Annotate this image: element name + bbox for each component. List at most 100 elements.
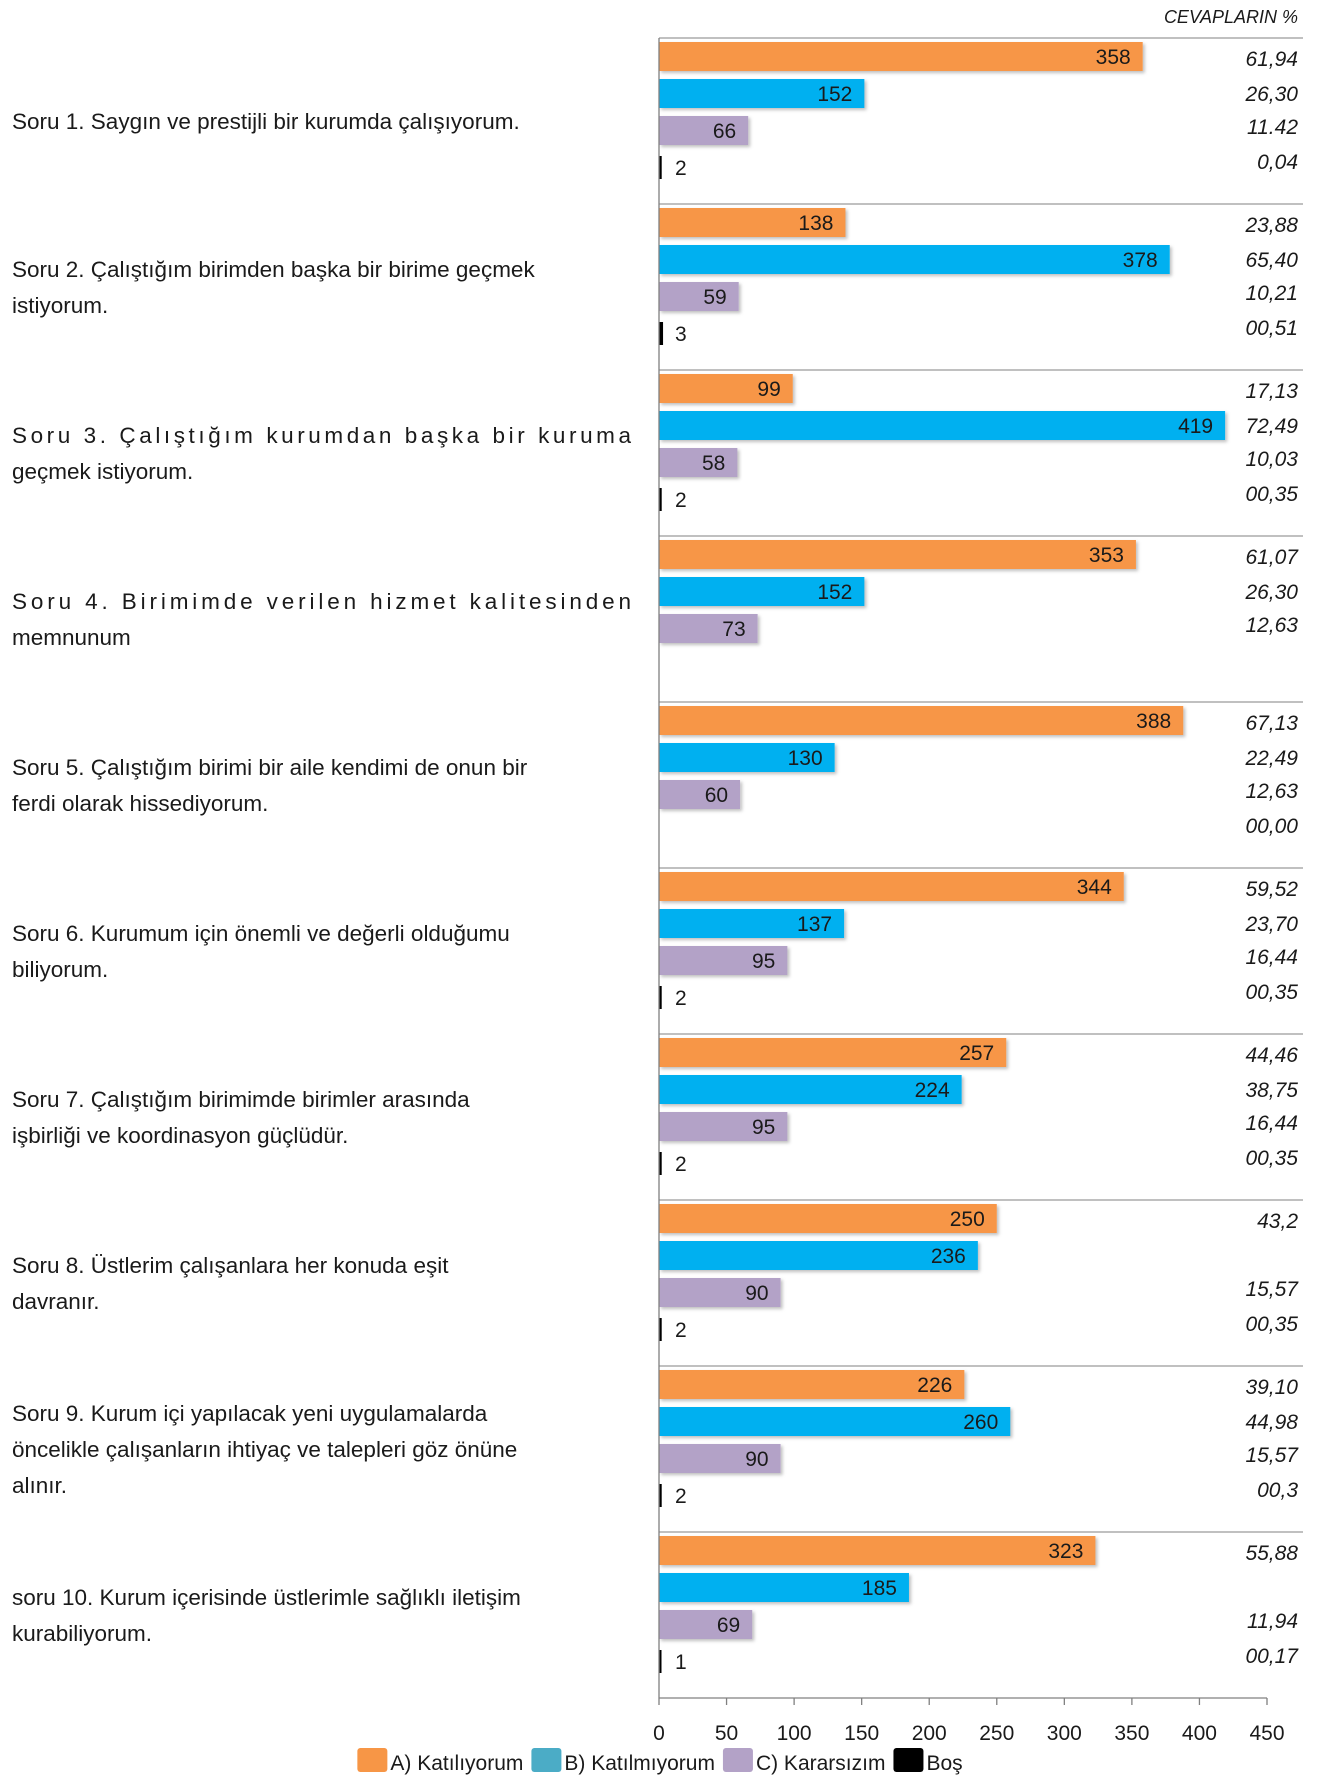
bar-agree: [659, 706, 1184, 735]
bar-value-label: 257: [959, 1042, 994, 1065]
percent-label: 16,44: [1245, 946, 1298, 969]
percent-label: 00,17: [1245, 1645, 1299, 1668]
bar-agree: [659, 208, 846, 237]
percent-label: 12,63: [1245, 780, 1298, 803]
bar-disagree: [659, 1241, 978, 1270]
question-label: davranır.: [12, 1289, 100, 1314]
bar-undecided: [659, 116, 749, 145]
percent-column-header: CEVAPLARIN %: [1164, 7, 1298, 27]
x-tick-label: 100: [777, 1722, 812, 1745]
legend-label: C) Kararsızım: [756, 1752, 886, 1775]
bar-value-label: 419: [1178, 415, 1213, 438]
bar-disagree: [659, 1573, 909, 1602]
percent-label: 23,70: [1244, 913, 1298, 936]
question-label: işbirliği ve koordinasyon güçlüdür.: [12, 1123, 348, 1148]
bar-disagree: [659, 909, 845, 938]
bar-value-label: 226: [917, 1374, 952, 1397]
bar-agree: [659, 540, 1136, 569]
bar-agree: [659, 1370, 965, 1399]
question-group: Soru 8. Üstlerim çalışanlara her konuda …: [12, 1199, 1303, 1342]
bar-value-label: 152: [817, 83, 852, 106]
legend-label: B) Katılmıyorum: [564, 1752, 715, 1775]
percent-label: 0,04: [1257, 151, 1298, 174]
legend-swatch: [531, 1748, 562, 1772]
question-label: Soru 9. Kurum içi yapılacak yeni uygulam…: [12, 1401, 488, 1426]
percent-label: 61,94: [1245, 48, 1298, 71]
bar-value-label: 250: [950, 1208, 985, 1231]
bar-value-label: 58: [702, 452, 725, 475]
bar-empty: [659, 488, 662, 511]
x-tick-label: 50: [715, 1722, 738, 1745]
percent-label: 26,30: [1244, 83, 1298, 106]
percent-label: 17,13: [1245, 380, 1298, 403]
percent-label: 00,3: [1257, 1479, 1298, 1502]
bar-disagree: [659, 411, 1226, 440]
question-group: Soru 6. Kurumum için önemli ve değerli o…: [12, 867, 1303, 1010]
bar-undecided: [659, 282, 739, 311]
percent-label: 44,46: [1245, 1044, 1298, 1067]
x-tick-label: 450: [1249, 1722, 1284, 1745]
bar-agree: [659, 1038, 1007, 1067]
bar-disagree: [659, 1075, 962, 1104]
x-tick-label: 400: [1182, 1722, 1217, 1745]
bar-agree: [659, 42, 1143, 71]
bar-disagree: [659, 577, 865, 606]
question-label: soru 10. Kurum içerisinde üstlerimle sağ…: [12, 1585, 521, 1610]
bar-empty: [659, 1318, 662, 1341]
bar-agree: [659, 374, 793, 403]
percent-label: 23,88: [1244, 214, 1298, 237]
question-label: Soru 1. Saygın ve prestijli bir kurumda …: [12, 109, 520, 134]
legend-swatch: [357, 1748, 388, 1772]
percent-label: 15,57: [1245, 1278, 1299, 1301]
bar-value-label: 99: [757, 378, 780, 401]
bar-value-label: 260: [963, 1411, 998, 1434]
question-label: kurabiliyorum.: [12, 1621, 152, 1646]
x-tick-label: 250: [979, 1722, 1014, 1745]
percent-label: 10,21: [1245, 282, 1298, 305]
question-label: Soru 8. Üstlerim çalışanlara her konuda …: [12, 1253, 449, 1278]
bar-disagree: [659, 245, 1170, 274]
percent-label: 00,00: [1245, 815, 1298, 838]
percent-label: 65,40: [1245, 249, 1298, 272]
question-group: Soru 5. Çalıştığım birimi bir aile kendi…: [12, 701, 1303, 838]
bar-agree: [659, 872, 1124, 901]
bar-value-label: 95: [752, 1116, 775, 1139]
percent-label: 00,35: [1245, 1313, 1298, 1336]
bar-value-label: 69: [717, 1614, 740, 1637]
percent-label: 26,30: [1244, 581, 1298, 604]
bar-value-label: 130: [788, 747, 823, 770]
question-group: Soru 1. Saygın ve prestijli bir kurumda …: [12, 37, 1303, 180]
bar-empty: [659, 1152, 662, 1175]
bar-empty: [659, 1484, 662, 1507]
bar-value-label: 60: [705, 784, 728, 807]
percent-label: 10,03: [1245, 448, 1298, 471]
question-label: Soru 4. Birimimde verilen hizmet kalites…: [12, 589, 631, 614]
percent-label: 00,35: [1245, 1147, 1298, 1170]
bar-value-label: 90: [745, 1282, 768, 1305]
question-label: alınır.: [12, 1473, 67, 1498]
bar-value-label: 59: [703, 286, 726, 309]
percent-label: 22,49: [1244, 747, 1298, 770]
bar-value-label: 95: [752, 950, 775, 973]
bar-value-label: 137: [797, 913, 832, 936]
bar-empty: [659, 322, 664, 345]
bar-undecided: [659, 1610, 753, 1639]
bar-undecided: [659, 448, 738, 477]
bar-value-label: 236: [931, 1245, 966, 1268]
legend-swatch: [893, 1748, 924, 1772]
bar-undecided: [659, 1444, 781, 1473]
question-label: ferdi olarak hissediyorum.: [12, 791, 268, 816]
bar-value-label: 2: [675, 987, 687, 1010]
bar-value-label: 3: [675, 323, 687, 346]
bar-value-label: 378: [1123, 249, 1158, 272]
bar-value-label: 1: [675, 1651, 687, 1674]
bar-agree: [659, 1204, 997, 1233]
bar-value-label: 138: [798, 212, 833, 235]
bar-agree: [659, 1536, 1096, 1565]
bar-undecided: [659, 1112, 788, 1141]
percent-label: 00,35: [1245, 483, 1298, 506]
bar-value-label: 358: [1096, 46, 1131, 69]
x-tick-label: 300: [1047, 1722, 1082, 1745]
bar-undecided: [659, 1278, 781, 1307]
percent-label: 72,49: [1245, 415, 1298, 438]
